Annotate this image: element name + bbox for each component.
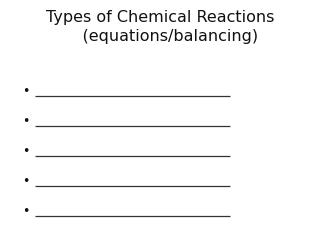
Text: •: • — [22, 205, 30, 218]
Text: Types of Chemical Reactions
    (equations/balancing): Types of Chemical Reactions (equations/b… — [46, 10, 274, 44]
Text: •: • — [22, 115, 30, 128]
Text: •: • — [22, 145, 30, 158]
Text: •: • — [22, 175, 30, 188]
Text: •: • — [22, 85, 30, 98]
